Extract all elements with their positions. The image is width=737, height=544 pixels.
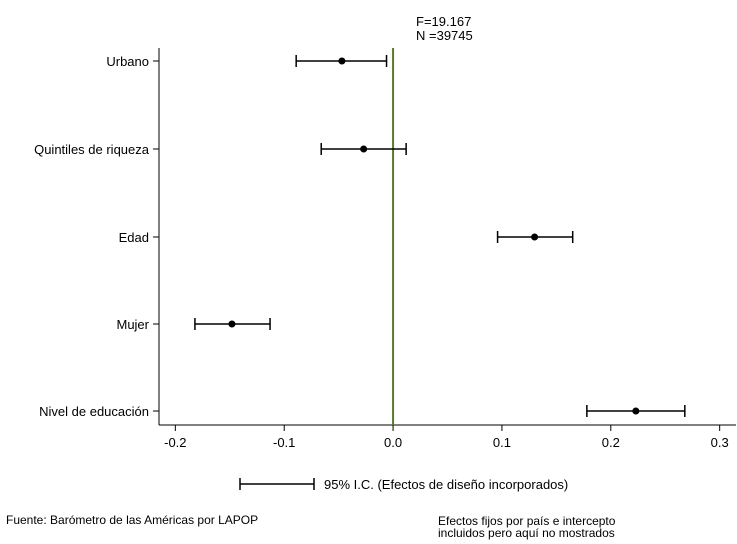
- fixed-effects-note: Efectos fijos por país e intercepto incl…: [438, 515, 728, 539]
- y-category-label: Nivel de educación: [39, 404, 149, 419]
- legend-label: 95% I.C. (Efectos de diseño incorporados…: [324, 477, 568, 492]
- estimate-point: [338, 57, 346, 65]
- stats-annotation: F=19.167 N =39745: [416, 14, 473, 43]
- n-statistic: N =39745: [416, 28, 473, 43]
- x-tick-label: 0.2: [602, 435, 620, 450]
- y-category-label: Urbano: [106, 54, 149, 69]
- estimate-point: [531, 233, 539, 241]
- estimate-point: [632, 407, 640, 415]
- y-category-label: Quintiles de riqueza: [34, 142, 150, 157]
- estimate-point: [360, 145, 368, 153]
- y-category-label: Mujer: [116, 317, 149, 332]
- x-tick-label: 0.0: [384, 435, 402, 450]
- x-tick-label: 0.1: [493, 435, 511, 450]
- y-category-label: Edad: [119, 230, 149, 245]
- legend: 95% I.C. (Efectos de diseño incorporados…: [239, 477, 568, 492]
- x-tick-label: 0.3: [711, 435, 729, 450]
- f-statistic: F=19.167: [416, 14, 471, 29]
- x-tick-label: -0.2: [164, 435, 186, 450]
- x-tick-label: -0.1: [273, 435, 295, 450]
- plot-area: -0.2 -0.1 0.0 0.1 0.2 0.3 Urbano Quintiles de r…: [34, 48, 736, 450]
- estimate-point: [228, 320, 236, 328]
- fixed-effects-line-2: incluidos pero aquí no mostrados: [438, 526, 615, 540]
- source-note: Fuente: Barómetro de las Américas por LA…: [6, 513, 259, 527]
- fixed-effects-line-1: Efectos fijos por país e intercepto: [438, 514, 616, 528]
